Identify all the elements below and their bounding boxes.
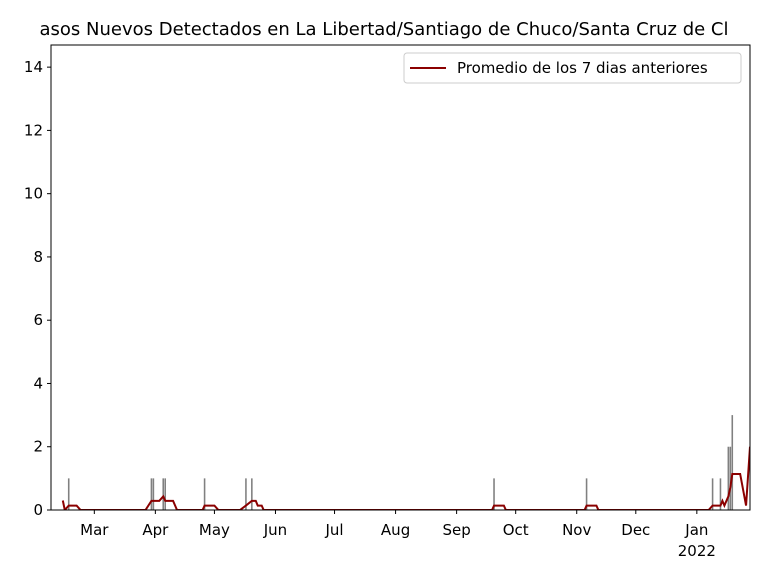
- bar: [729, 446, 732, 510]
- plot-frame: [50, 44, 751, 511]
- bar: [164, 478, 166, 510]
- x-tick-label: Mar: [80, 521, 109, 539]
- bar: [245, 478, 247, 510]
- y-tick-label: 14: [24, 58, 43, 76]
- y-tick-label: 4: [33, 374, 43, 392]
- bar: [731, 415, 734, 510]
- x-tick-label: Sep: [442, 521, 470, 539]
- bar: [493, 478, 495, 510]
- line: [61, 446, 750, 510]
- bar: [251, 478, 253, 510]
- y-tick-label: 12: [24, 121, 43, 139]
- x-tick-label: May: [199, 521, 230, 539]
- x-tick-label: Aug: [381, 521, 410, 539]
- legend-label: Promedio de los 7 dias anteriores: [457, 59, 708, 77]
- bar: [152, 478, 155, 510]
- bar: [585, 478, 588, 510]
- bar: [162, 478, 165, 510]
- bar: [719, 478, 722, 510]
- bar: [203, 478, 206, 510]
- y-tick-label: 10: [24, 185, 43, 203]
- bar: [727, 446, 730, 510]
- y-tick-label: 8: [33, 248, 43, 266]
- x-tick-label: Jun: [263, 521, 287, 539]
- bar: [711, 478, 714, 510]
- y-tick-label: 2: [33, 438, 43, 456]
- x-tick-label: Oct: [503, 521, 529, 539]
- legend-box: [403, 52, 742, 84]
- y-tick-label: 0: [33, 501, 43, 519]
- x-tick-label: Apr: [142, 521, 169, 539]
- x-tick-label: Jul: [324, 521, 343, 539]
- bar: [150, 478, 153, 510]
- x-tick-label: Jan 2022: [678, 521, 716, 560]
- bar: [67, 478, 70, 510]
- x-tick-label: Dec: [621, 521, 650, 539]
- x-tick-label: Nov: [562, 521, 591, 539]
- chart-title: asos Nuevos Detectados en La Libertad/Sa…: [39, 19, 728, 40]
- y-tick-label: 6: [33, 311, 43, 329]
